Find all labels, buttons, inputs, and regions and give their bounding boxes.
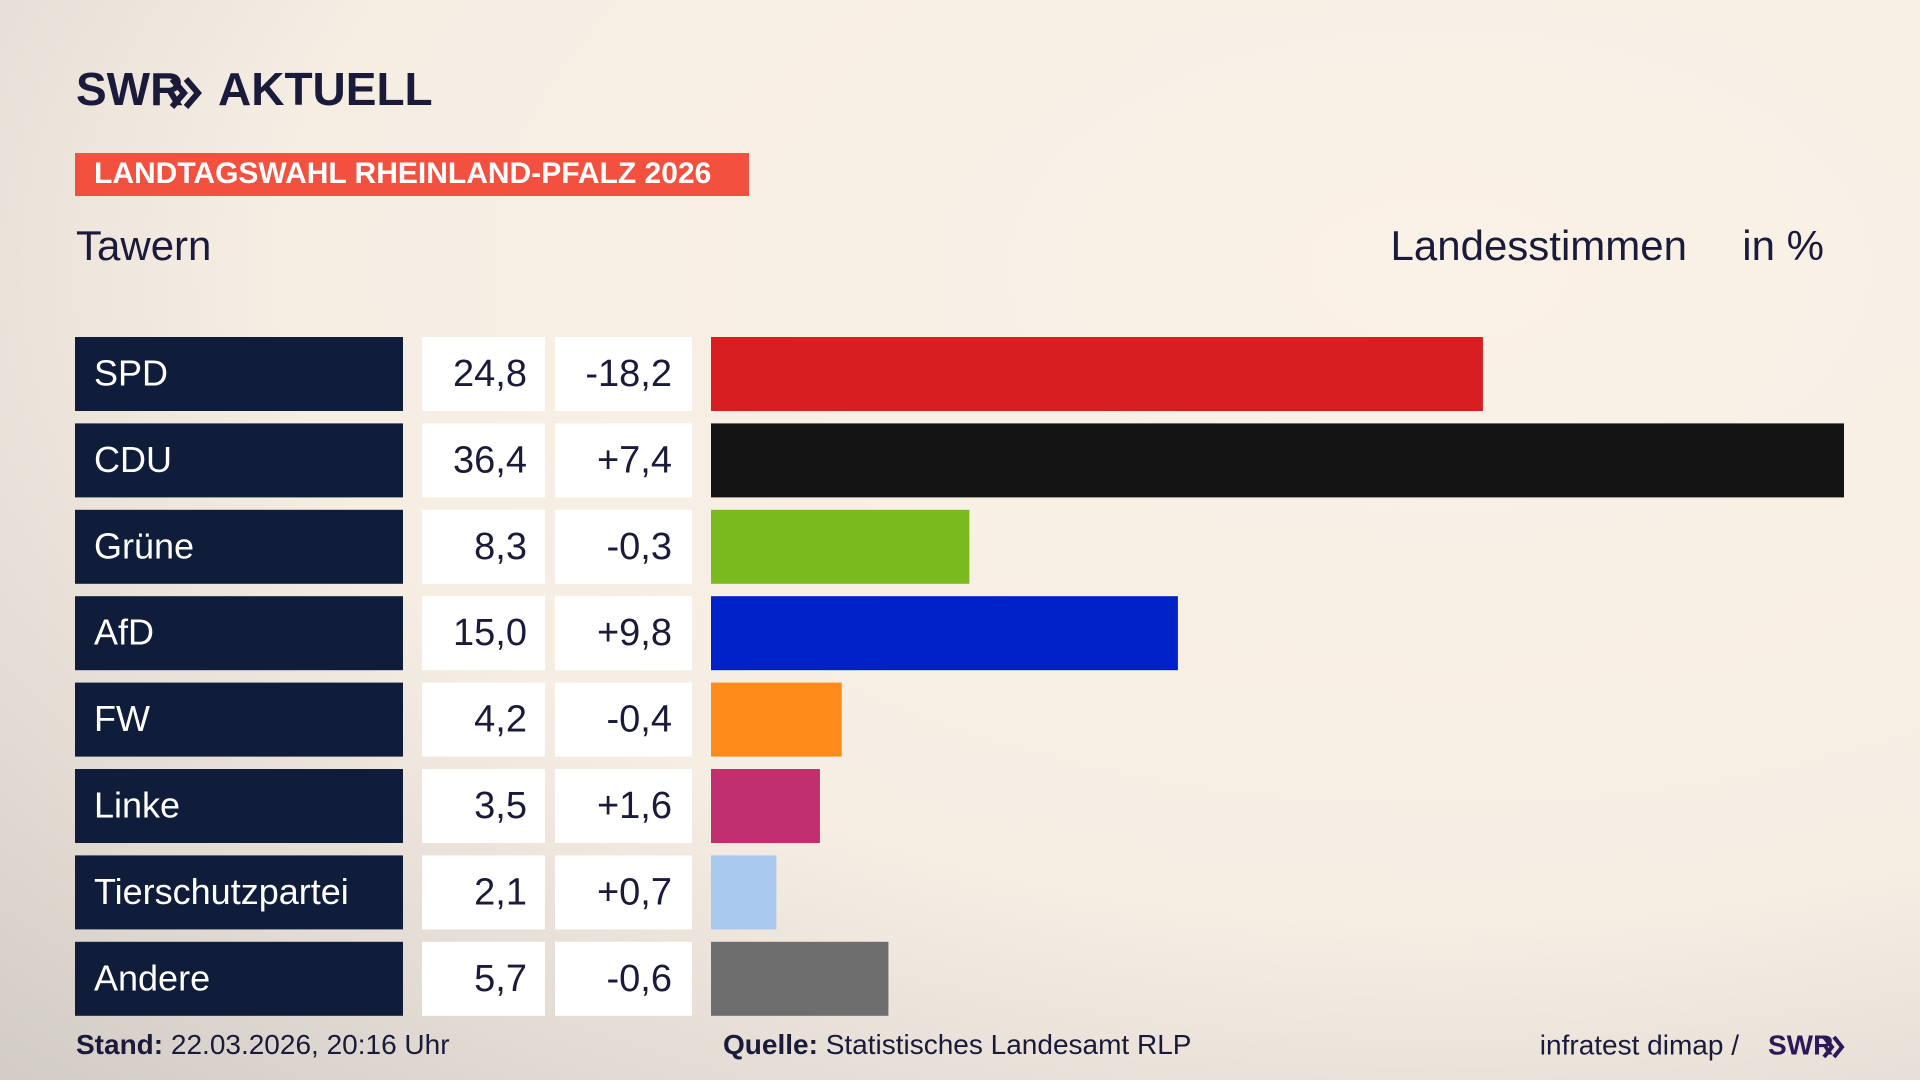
change-box xyxy=(555,596,692,671)
party-box xyxy=(75,337,403,411)
title-badge xyxy=(75,153,749,196)
region: Tawern xyxy=(76,222,211,269)
unit: in % xyxy=(1742,222,1824,269)
value-box xyxy=(422,769,545,843)
value-label: 15,0 xyxy=(453,612,527,654)
brand-chevrons xyxy=(169,77,202,109)
party-box xyxy=(75,682,403,757)
party-label: Grüne xyxy=(94,525,194,566)
change-label: +7,4 xyxy=(597,439,672,481)
value-label: 3,5 xyxy=(474,785,527,827)
change-label: +0,7 xyxy=(597,871,672,913)
credit-chevrons xyxy=(1822,1035,1845,1059)
source-value: Statistisches Landesamt RLP xyxy=(826,1029,1192,1060)
change-box xyxy=(555,769,692,843)
change-label: -0,4 xyxy=(607,699,672,741)
value-label: 2,1 xyxy=(474,871,527,913)
party-box xyxy=(75,596,403,671)
value-box xyxy=(422,941,545,1016)
value-box xyxy=(422,509,545,584)
change-box xyxy=(555,855,692,930)
value-label: 8,3 xyxy=(474,526,527,568)
value-box xyxy=(422,596,545,671)
bar xyxy=(711,509,970,584)
bar xyxy=(711,682,842,757)
change-label: -18,2 xyxy=(585,353,672,395)
value-label: 4,2 xyxy=(474,699,527,741)
change-label: +9,8 xyxy=(597,612,672,654)
stand-value: 22.03.2026, 20:16 Uhr xyxy=(171,1029,450,1060)
change-box xyxy=(555,682,692,757)
change-label: -0,3 xyxy=(607,526,672,568)
value-box xyxy=(422,682,545,757)
party-label: Linke xyxy=(94,785,180,826)
party-label: SPD xyxy=(94,353,168,394)
party-box xyxy=(75,769,403,843)
bar xyxy=(711,596,1178,671)
bar xyxy=(711,337,1483,411)
party-box xyxy=(75,423,403,498)
credit: infratest dimap / xyxy=(1540,1029,1739,1060)
brand: SWR xyxy=(76,63,183,115)
bar xyxy=(711,769,820,843)
value-box xyxy=(422,855,545,930)
bar xyxy=(711,941,889,1016)
measure: Landesstimmen xyxy=(1391,222,1687,269)
party-label: Tierschutzpartei xyxy=(94,871,349,912)
chart-title: LANDTAGSWAHL RHEINLAND-PFALZ 2026 xyxy=(94,157,711,190)
value-box xyxy=(422,423,545,498)
value-label: 36,4 xyxy=(453,439,527,481)
party-box xyxy=(75,941,403,1016)
credit-brand: SWR xyxy=(1768,1029,1833,1060)
value-box xyxy=(422,337,545,411)
party-label: Andere xyxy=(94,957,210,998)
change-box xyxy=(555,509,692,584)
party-label: AfD xyxy=(94,612,154,653)
stand: Stand: 22.03.2026, 20:16 Uhr xyxy=(76,1029,450,1060)
stand-label: Stand: xyxy=(76,1029,163,1060)
change-box xyxy=(555,337,692,411)
brand-suffix: AKTUELL xyxy=(218,63,433,115)
change-label: -0,6 xyxy=(607,958,672,1000)
value-label: 5,7 xyxy=(474,958,527,1000)
change-box xyxy=(555,423,692,498)
party-box xyxy=(75,855,403,930)
party-box xyxy=(75,509,403,584)
source-label: Quelle: xyxy=(723,1029,818,1060)
party-label: CDU xyxy=(94,439,172,480)
party-label: FW xyxy=(94,698,150,739)
bar xyxy=(711,423,1844,498)
change-label: +1,6 xyxy=(597,785,672,827)
change-box xyxy=(555,941,692,1016)
bar xyxy=(711,855,777,930)
source: Quelle: Statistisches Landesamt RLP xyxy=(723,1029,1191,1060)
value-label: 24,8 xyxy=(453,353,527,395)
